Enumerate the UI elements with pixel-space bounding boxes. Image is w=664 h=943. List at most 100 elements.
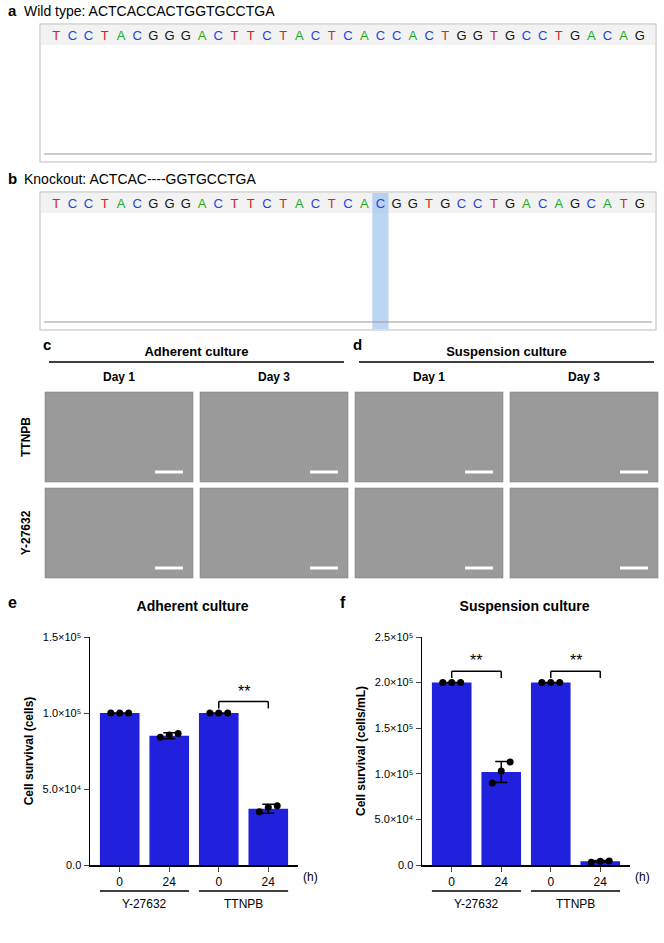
svg-text:0: 0: [547, 875, 554, 889]
svg-text:G: G: [408, 196, 418, 211]
svg-text:C: C: [376, 196, 385, 211]
svg-text:C: C: [68, 28, 77, 43]
svg-text:5.0×10⁴: 5.0×10⁴: [43, 783, 82, 795]
svg-text:0.0: 0.0: [66, 859, 81, 871]
svg-text:TTNPB: TTNPB: [19, 417, 33, 457]
svg-text:C: C: [68, 196, 77, 211]
svg-text:1.5×10⁵: 1.5×10⁵: [43, 631, 82, 643]
svg-text:A: A: [587, 28, 596, 43]
svg-text:e: e: [8, 594, 17, 611]
svg-text:24: 24: [262, 875, 276, 889]
svg-text:24: 24: [495, 875, 509, 889]
svg-text:5.0×10⁴: 5.0×10⁴: [375, 813, 414, 825]
svg-text:T: T: [279, 28, 287, 43]
svg-text:C: C: [473, 196, 482, 211]
svg-text:Wild type: ACTCACCACTGGTGCCTGA: Wild type: ACTCACCACTGGTGCCTGA: [24, 3, 275, 19]
svg-text:C: C: [392, 28, 401, 43]
svg-text:A: A: [619, 28, 628, 43]
svg-text:C: C: [132, 196, 141, 211]
svg-text:T: T: [441, 28, 449, 43]
svg-text:A: A: [117, 196, 126, 211]
svg-text:T: T: [328, 28, 336, 43]
svg-text:**: **: [238, 683, 250, 700]
svg-text:**: **: [470, 652, 482, 669]
svg-text:Suspension culture: Suspension culture: [460, 598, 590, 614]
svg-text:T: T: [490, 196, 498, 211]
svg-text:c: c: [43, 336, 51, 353]
svg-text:C: C: [311, 28, 320, 43]
svg-text:T: T: [231, 196, 239, 211]
svg-text:T: T: [247, 196, 255, 211]
svg-text:C: C: [457, 196, 466, 211]
svg-text:1.0×10⁵: 1.0×10⁵: [375, 768, 414, 780]
svg-text:C: C: [132, 28, 141, 43]
svg-text:A: A: [360, 196, 369, 211]
svg-text:A: A: [554, 196, 563, 211]
svg-text:G: G: [505, 196, 515, 211]
svg-text:1.0×10⁵: 1.0×10⁵: [43, 707, 82, 719]
svg-text:C: C: [84, 28, 93, 43]
svg-text:T: T: [555, 28, 563, 43]
svg-text:T: T: [52, 196, 60, 211]
svg-text:2.5×10⁵: 2.5×10⁵: [375, 631, 414, 643]
svg-text:G: G: [148, 196, 158, 211]
svg-text:T: T: [620, 196, 628, 211]
svg-text:T: T: [247, 28, 255, 43]
svg-text:d: d: [353, 336, 362, 353]
svg-text:Y-27632: Y-27632: [19, 510, 33, 555]
svg-text:Day 1: Day 1: [103, 370, 135, 384]
svg-text:C: C: [214, 28, 223, 43]
svg-text:2.0×10⁵: 2.0×10⁵: [375, 676, 414, 688]
svg-text:C: C: [587, 196, 596, 211]
svg-text:G: G: [570, 196, 580, 211]
svg-text:T: T: [231, 28, 239, 43]
svg-text:C: C: [376, 28, 385, 43]
svg-text:24: 24: [594, 875, 608, 889]
svg-text:C: C: [214, 196, 223, 211]
svg-text:A: A: [409, 28, 418, 43]
svg-text:0: 0: [116, 875, 123, 889]
svg-text:24: 24: [163, 875, 177, 889]
svg-text:C: C: [84, 196, 93, 211]
svg-text:G: G: [635, 196, 645, 211]
svg-text:G: G: [148, 28, 158, 43]
svg-text:Day 3: Day 3: [258, 370, 290, 384]
svg-text:C: C: [311, 196, 320, 211]
svg-text:G: G: [440, 196, 450, 211]
svg-text:Cell survival (cells): Cell survival (cells): [22, 697, 36, 806]
svg-text:1.5×10⁵: 1.5×10⁵: [375, 722, 414, 734]
svg-text:Y-27632: Y-27632: [454, 897, 499, 911]
svg-text:0.0: 0.0: [398, 859, 413, 871]
svg-text:A: A: [360, 28, 369, 43]
svg-text:G: G: [181, 196, 191, 211]
svg-text:A: A: [198, 28, 207, 43]
svg-text:C: C: [343, 196, 352, 211]
svg-text:G: G: [635, 28, 645, 43]
svg-text:A: A: [295, 28, 304, 43]
svg-text:A: A: [295, 196, 304, 211]
svg-text:Suspension culture: Suspension culture: [446, 344, 567, 359]
svg-text:G: G: [181, 28, 191, 43]
svg-text:T: T: [52, 28, 60, 43]
svg-text:0: 0: [215, 875, 222, 889]
svg-text:T: T: [279, 196, 287, 211]
svg-text:T: T: [328, 196, 336, 211]
svg-text:G: G: [570, 28, 580, 43]
svg-text:**: **: [570, 652, 582, 669]
svg-text:C: C: [262, 28, 271, 43]
svg-text:TTNPB: TTNPB: [556, 897, 595, 911]
svg-text:b: b: [8, 170, 17, 187]
svg-text:C: C: [538, 28, 547, 43]
svg-text:T: T: [101, 28, 109, 43]
svg-text:A: A: [117, 28, 126, 43]
svg-text:C: C: [343, 28, 352, 43]
svg-text:Day 3: Day 3: [568, 370, 600, 384]
svg-text:0: 0: [448, 875, 455, 889]
svg-text:C: C: [522, 28, 531, 43]
svg-text:T: T: [490, 28, 498, 43]
svg-text:Y-27632: Y-27632: [122, 897, 167, 911]
svg-text:G: G: [456, 28, 466, 43]
svg-text:G: G: [165, 196, 175, 211]
svg-text:G: G: [165, 28, 175, 43]
svg-text:(h): (h): [303, 870, 318, 884]
